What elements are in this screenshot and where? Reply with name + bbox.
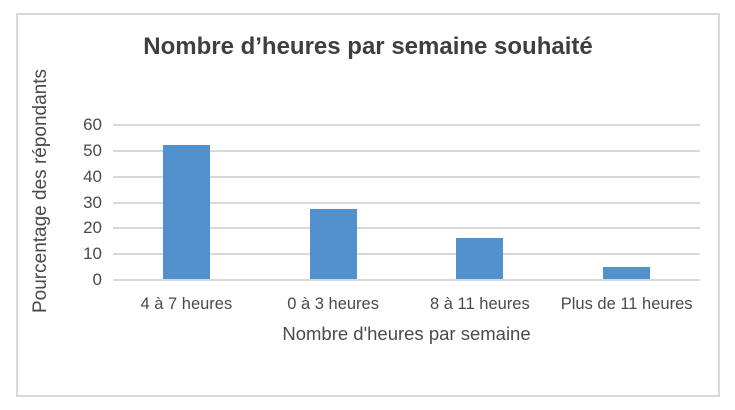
bar: [603, 267, 651, 279]
x-category-label: Plus de 11 heures: [560, 295, 693, 313]
x-category-label: 8 à 11 heures: [430, 295, 530, 313]
y-axis-title: Pourcentage des répondants: [30, 69, 51, 314]
bar: [456, 237, 504, 279]
gridline: [113, 227, 700, 230]
y-tick-label: 10: [83, 244, 102, 264]
x-category-label: 4 à 7 heures: [140, 295, 233, 313]
gridline: [113, 124, 700, 126]
plot-area: [113, 124, 700, 281]
y-tick-label: 30: [83, 192, 102, 212]
y-tick-label: 0: [92, 270, 102, 289]
gridline: [113, 253, 700, 256]
bar: [309, 209, 357, 279]
x-axis-title: Nombre d'heures par semaine: [282, 323, 531, 344]
y-tick-label: 20: [83, 218, 102, 238]
gridline: [113, 279, 700, 281]
bar: [162, 144, 210, 279]
gridline: [113, 149, 700, 152]
y-tick-label: 50: [83, 140, 102, 160]
y-tick-label: 40: [83, 166, 102, 186]
gridline: [113, 201, 700, 204]
gridline: [113, 175, 700, 178]
chart-title: Nombre d’heures par semaine souhaité: [143, 33, 593, 60]
x-category-label: 0 à 3 heures: [287, 295, 379, 313]
y-tick-label: 60: [83, 115, 102, 134]
chart-frame: Nombre d’heures par semaine souhaité Pou…: [16, 13, 720, 397]
